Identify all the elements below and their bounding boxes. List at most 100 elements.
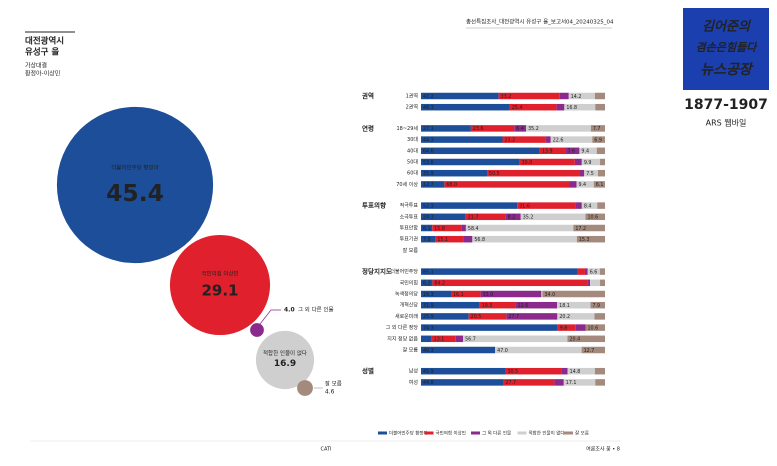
bar-segment — [421, 202, 518, 209]
bar-segment — [421, 125, 471, 132]
row-label: 18~29세 — [396, 125, 418, 132]
bar-segment — [520, 213, 586, 221]
bar-segment — [468, 313, 507, 320]
bubble — [56, 106, 214, 264]
bar-value-label: 56.8 — [474, 237, 485, 243]
bar-value-label: 21.7 — [468, 215, 479, 221]
bar-value-label: 58.4 — [468, 226, 479, 232]
bar-segment — [487, 169, 580, 177]
bar-segment — [421, 224, 433, 232]
bar-segment — [564, 103, 596, 111]
bar-segment — [584, 169, 599, 177]
bubble-value: 45.4 — [106, 179, 164, 207]
bar-segment — [509, 103, 557, 111]
legend-label: 적합한 인물이 없다 — [529, 430, 566, 437]
bar-segment — [526, 125, 591, 132]
bar-value-label: 8.2 — [508, 215, 516, 221]
row-label: 그 외 다른 정당 — [386, 324, 419, 331]
bar-segment — [480, 290, 542, 298]
legend-label: 더불어민주당 황정아 — [389, 430, 429, 437]
bar-segment — [421, 313, 469, 320]
title-line: 유성구 을 — [25, 47, 59, 58]
bar-segment — [599, 268, 605, 275]
bar-segment — [600, 279, 605, 287]
bar-segment — [584, 268, 588, 275]
bar-segment — [472, 235, 577, 243]
row-label: 2권역 — [406, 104, 418, 111]
bar-segment — [557, 313, 595, 320]
bar-value-label: 40.3 — [423, 348, 434, 354]
row-label: 1권역 — [406, 93, 418, 100]
bar-value-label: 7.8 — [423, 237, 431, 243]
bar-segment — [575, 324, 586, 331]
bar-segment — [581, 202, 598, 209]
bubble — [297, 380, 313, 396]
bar-value-label: 30.0 — [522, 160, 533, 166]
report-code: 04_20240325_04 — [566, 20, 614, 26]
row-label: 40대 — [407, 147, 418, 154]
bubble-name: 잘 모름 — [325, 380, 342, 388]
bar-segment — [421, 181, 445, 188]
bar-value-label: 48.3 — [423, 105, 434, 111]
group-label: 권역 — [362, 91, 374, 100]
bar-segment — [479, 301, 516, 309]
bar-segment — [515, 301, 558, 309]
bar-segment — [421, 268, 578, 275]
bar-segment — [595, 379, 605, 386]
bar-segment — [495, 346, 582, 354]
bar-segment — [514, 125, 527, 132]
bar-value-label: 6.6 — [590, 269, 598, 275]
bar-segment — [565, 147, 580, 155]
bar-segment — [421, 147, 540, 155]
legend-swatch — [517, 431, 527, 435]
bar-value-label: 9.8 — [560, 325, 568, 331]
bubble — [169, 234, 271, 336]
bar-value-label: 23.2 — [505, 137, 516, 143]
bar-value-label: 68.0 — [446, 182, 457, 188]
row-label: 새로운미래 — [395, 313, 418, 320]
row-label: 지지 정당 없음 — [387, 335, 418, 342]
bar-segment — [463, 335, 568, 343]
bar-value-label: 35.2 — [523, 215, 534, 221]
group-label: 성별 — [362, 366, 374, 375]
bar-segment — [421, 158, 520, 166]
bar-segment — [596, 147, 605, 155]
bubble — [255, 330, 315, 390]
bar-segment — [600, 158, 605, 166]
bubble-name: 더불어민주당 황정아 — [111, 163, 158, 171]
bar-value-label: 16.8 — [566, 105, 577, 111]
bar-value-label: 10.6 — [587, 325, 598, 331]
bar-value-label: 33.2 — [501, 94, 512, 100]
bar-segment — [435, 235, 464, 243]
bar-value-label: 53.6 — [423, 160, 434, 166]
bar-segment — [421, 301, 480, 309]
bar-value-label: 25.4 — [512, 105, 523, 111]
group-label: 연령 — [362, 123, 374, 132]
bar-value-label: 23.6 — [473, 126, 484, 132]
bar-segment — [557, 324, 576, 331]
bar-value-label: 7.6 — [567, 149, 575, 155]
bar-value-label: 20.2 — [559, 314, 570, 320]
bar-value-label: 44.8 — [423, 380, 434, 386]
bar-segment — [542, 290, 605, 298]
report-title: 총선특집조사_대전광역시 유성구 을_보고서 — [466, 18, 566, 26]
bar-segment — [575, 202, 582, 209]
bar-segment — [576, 181, 594, 188]
bar-value-label: 85.1 — [423, 269, 434, 275]
bar-segment — [585, 213, 605, 221]
bar-value-label: 27.7 — [505, 380, 516, 386]
bar-segment — [579, 147, 597, 155]
bar-segment — [539, 147, 566, 155]
bar-value-label: 18.1 — [559, 303, 570, 309]
bar-segment — [421, 92, 499, 100]
row-label: 70세 이상 — [396, 181, 418, 188]
bar-segment — [590, 125, 605, 132]
bar-value-label: 24.3 — [423, 215, 434, 221]
legend-label: 잘 모름 — [575, 430, 589, 437]
bubble — [250, 323, 264, 337]
bar-segment — [421, 324, 558, 331]
logo-line: 뉴스공장 — [700, 62, 754, 78]
bubble-value: 16.9 — [274, 359, 296, 369]
bar-value-label: 52.3 — [423, 203, 434, 209]
